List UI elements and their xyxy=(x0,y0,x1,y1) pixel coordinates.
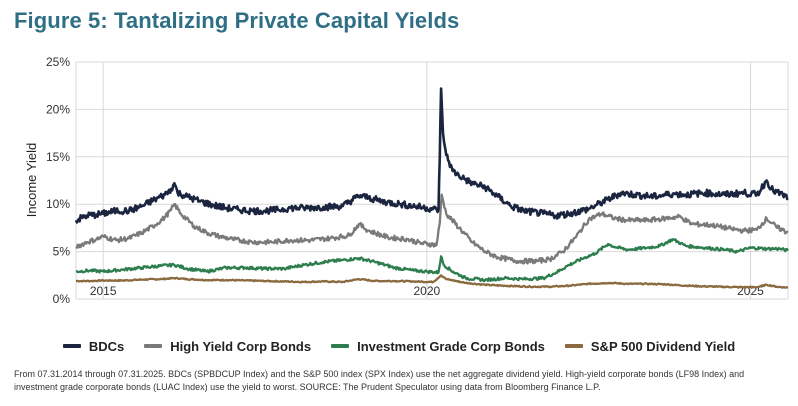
line-chart: 2015 2020 2025 0%5%10%15%20%25% Income Yie… xyxy=(24,55,789,306)
legend-label-investment-grade: Investment Grade Corp Bonds xyxy=(357,338,545,354)
legend-label-sp500: S&P 500 Dividend Yield xyxy=(590,338,736,354)
legend-item-high-yield: High Yield Corp Bonds xyxy=(144,339,311,354)
series-lines xyxy=(74,87,789,289)
series-line-high-yield xyxy=(75,193,789,265)
y-tick-label: 15% xyxy=(46,150,70,164)
y-tick-label: 10% xyxy=(46,197,70,211)
legend-item-sp500: S&P 500 Dividend Yield xyxy=(564,338,736,354)
legend-swatch-investment-grade xyxy=(331,344,350,348)
legend-label-bdcs: BDCs xyxy=(88,338,125,354)
y-axis-label: Income Yield xyxy=(24,143,39,217)
chart-title: Figure 5: Tantalizing Private Capital Yi… xyxy=(14,8,460,33)
legend-item-investment-grade: Investment Grade Corp Bonds xyxy=(331,339,545,354)
x-axis: 2015 2020 2025 xyxy=(90,284,764,298)
x-tick-label: 2020 xyxy=(413,284,440,298)
legend-swatch-sp500 xyxy=(564,344,583,348)
footnote: From 07.31.2014 through 07.31.2025. BDCs… xyxy=(14,369,745,392)
x-tick-label: 2015 xyxy=(90,284,117,298)
series-line-investment-grade xyxy=(75,238,789,283)
series-line-sp500 xyxy=(75,274,789,289)
y-axis: 0% 5% 10% 15% 20% 25% xyxy=(46,55,70,306)
legend-label-high-yield: High Yield Corp Bonds xyxy=(170,338,312,354)
y-tick-label: 25% xyxy=(46,55,70,69)
y-tick-label: 20% xyxy=(46,102,70,116)
y-tick-label: 0% xyxy=(53,292,71,306)
gridlines xyxy=(75,61,789,300)
legend-item-bdcs: BDCs xyxy=(62,338,125,354)
legend-swatch-bdcs xyxy=(62,344,81,348)
y-tick-label: 5% xyxy=(53,245,71,259)
legend-swatch-high-yield xyxy=(144,344,163,348)
legend: BDCs High Yield Corp Bonds Investment Gr… xyxy=(0,336,798,356)
series-line-bdcs xyxy=(74,87,789,224)
